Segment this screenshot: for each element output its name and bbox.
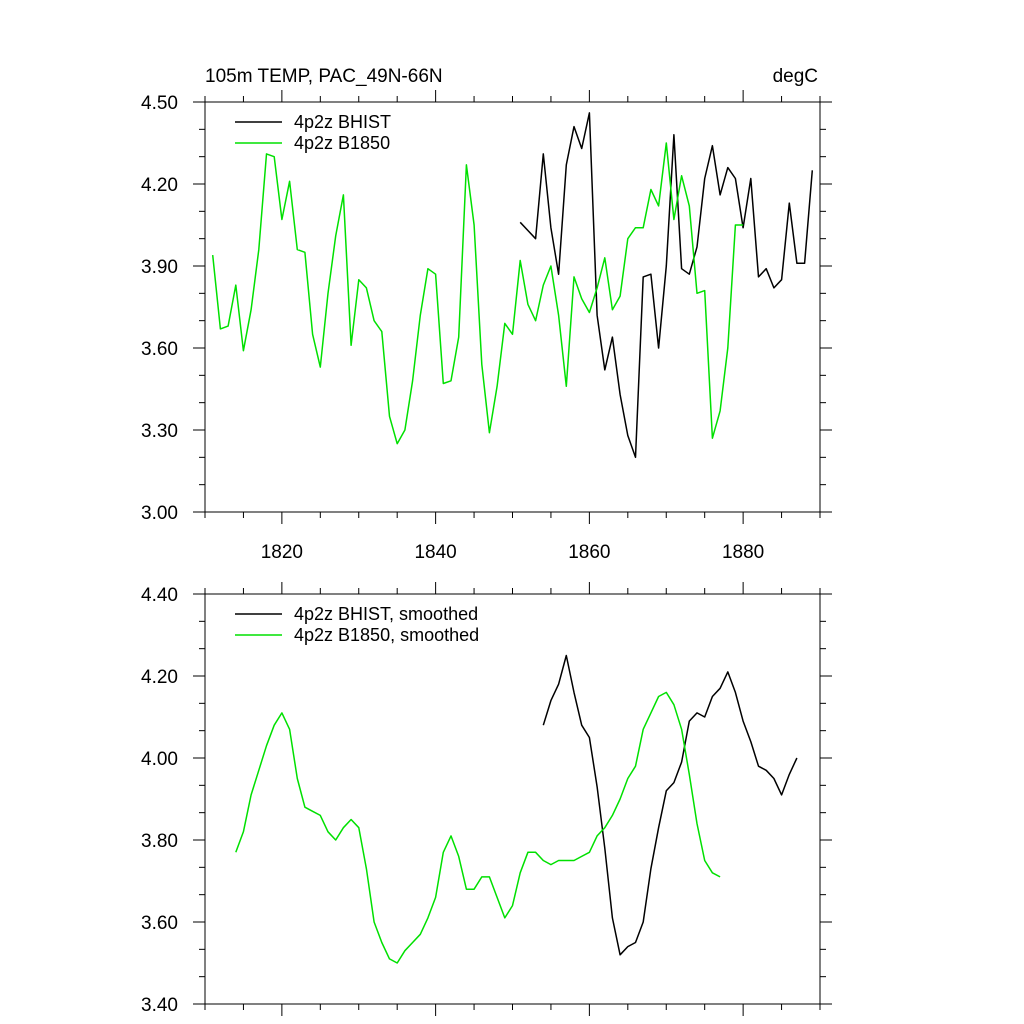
series-line-b1850	[235, 691, 721, 964]
units-label: degC	[773, 66, 818, 87]
y-tick-label: 3.30	[141, 421, 178, 442]
x-tick-label: 1820	[261, 542, 303, 563]
x-tick-label: 1840	[414, 542, 456, 563]
y-tick-label: 3.60	[141, 339, 178, 360]
series-line-b1850	[211, 142, 744, 445]
y-tick-label: 4.20	[141, 175, 178, 196]
series-line-bhist	[542, 654, 798, 956]
x-tick-label: 1880	[722, 542, 764, 563]
y-tick-label: 4.40	[141, 585, 178, 606]
bottom-panel: 3.40 3.60 3.80 4.00 4.20 4.40 4p2z BHIST, smo…	[141, 582, 832, 1016]
series-line-bhist	[519, 112, 814, 459]
y-tick-label: 3.90	[141, 257, 178, 278]
x-tick-label: 1860	[568, 542, 610, 563]
legend-label: 4p2z B1850, smoothed	[294, 625, 479, 645]
legend-label: 4p2z BHIST	[294, 112, 391, 132]
plot-frame	[204, 593, 821, 1005]
plot-frame	[204, 101, 821, 513]
y-tick-label: 3.40	[141, 995, 178, 1016]
chart-title: 105m TEMP, PAC_49N-66N	[205, 66, 443, 87]
top-panel: 105m TEMP, PAC_49N-66N degC 1820 1840 1860…	[141, 66, 832, 563]
legend-label: 4p2z B1850	[294, 133, 390, 153]
y-tick-label: 3.60	[141, 913, 178, 934]
legend-label: 4p2z BHIST, smoothed	[294, 604, 478, 624]
y-tick-label: 3.00	[141, 503, 178, 524]
y-tick-label: 3.80	[141, 831, 178, 852]
y-tick-label: 4.20	[141, 667, 178, 688]
y-tick-label: 4.00	[141, 749, 178, 770]
y-tick-label: 4.50	[141, 93, 178, 114]
